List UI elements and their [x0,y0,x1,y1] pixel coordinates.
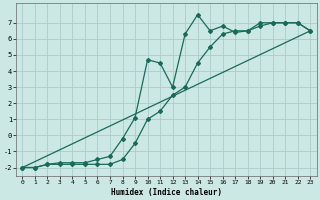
X-axis label: Humidex (Indice chaleur): Humidex (Indice chaleur) [111,188,222,197]
